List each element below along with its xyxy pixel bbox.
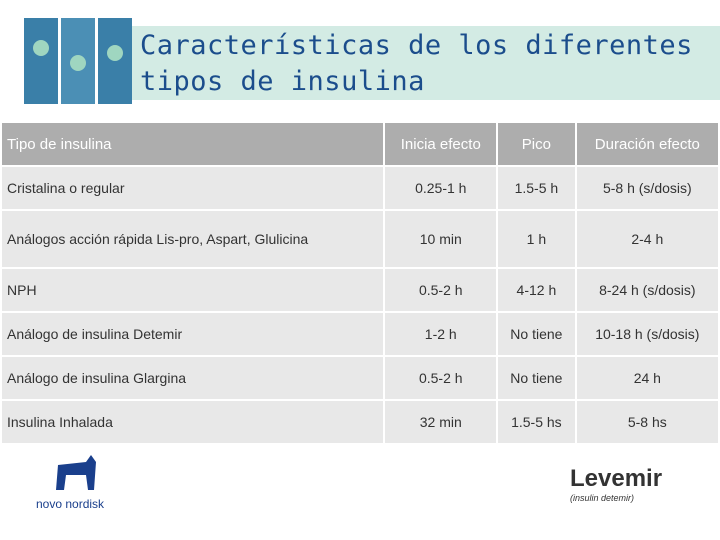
column-header: Tipo de insulina bbox=[0, 121, 386, 167]
cell: Análogo de insulina Glargina bbox=[0, 355, 386, 401]
row: Cristalina o regular 0.25-1 h 1.5-5 h 5-8 h… bbox=[0, 165, 720, 211]
cell: No tiene bbox=[496, 355, 577, 401]
logo-name: Levemir bbox=[570, 465, 663, 492]
cell: 24 h bbox=[574, 355, 720, 401]
column-header: Duración efecto bbox=[574, 121, 720, 167]
insulin-table: Tipo de insulina Inicia efecto Pico Duració… bbox=[0, 121, 720, 445]
cell: NPH bbox=[0, 267, 386, 313]
cell: 5-8 h (s/dosis) bbox=[574, 165, 720, 211]
cell: 32 min bbox=[383, 399, 499, 445]
logo-sub: (insulin detemir) bbox=[570, 493, 635, 503]
cell: Cristalina o regular bbox=[0, 165, 386, 211]
column-header: Inicia efecto bbox=[383, 121, 499, 167]
row: Análogo de insulina Detemir 1-2 h No tiene… bbox=[0, 311, 720, 357]
row: Insulina Inhalada 32 min 1.5-5 hs 5-8 hs bbox=[0, 399, 720, 445]
cell: 4-12 h bbox=[496, 267, 577, 313]
cell: Análogos acción rápida Lis-pro, Aspart, … bbox=[0, 209, 386, 269]
cell: 0.25-1 h bbox=[383, 165, 499, 211]
cell: 1 h bbox=[496, 209, 577, 269]
cell: 1.5-5 h bbox=[496, 165, 577, 211]
novo-logo: novo nordisk bbox=[36, 450, 116, 511]
cell: 8-24 h (s/dosis) bbox=[574, 267, 720, 313]
cell: Análogo de insulina Detemir bbox=[0, 311, 386, 357]
cell: 0.5-2 h bbox=[383, 267, 499, 313]
cell: Insulina Inhalada bbox=[0, 399, 386, 445]
cell: 2-4 h bbox=[574, 209, 720, 269]
row: NPH 0.5-2 h 4-12 h 8-24 h (s/dosis) bbox=[0, 267, 720, 313]
row: Análogo de insulina Glargina 0.5-2 h No ti… bbox=[0, 355, 720, 401]
header-row: Tipo de insulina Inicia efecto Pico Duració… bbox=[0, 121, 720, 167]
cell: 1-2 h bbox=[383, 311, 499, 357]
cell: 0.5-2 h bbox=[383, 355, 499, 401]
logo-text: novo nordisk bbox=[36, 497, 105, 511]
header-images bbox=[24, 18, 132, 104]
column-header: Pico bbox=[496, 121, 577, 167]
title: Características de los diferentes tipos … bbox=[140, 30, 693, 97]
cell: 10-18 h (s/dosis) bbox=[574, 311, 720, 357]
cell: 10 min bbox=[383, 209, 499, 269]
cell: 5-8 hs bbox=[574, 399, 720, 445]
cell: No tiene bbox=[496, 311, 577, 357]
bull-icon bbox=[56, 455, 96, 490]
cell: 1.5-5 hs bbox=[496, 399, 577, 445]
title-banner bbox=[130, 26, 720, 100]
row: Análogos acción rápida Lis-pro, Aspart, … bbox=[0, 209, 720, 269]
levemir-logo: Levemir (insulin detemir) bbox=[570, 465, 662, 503]
